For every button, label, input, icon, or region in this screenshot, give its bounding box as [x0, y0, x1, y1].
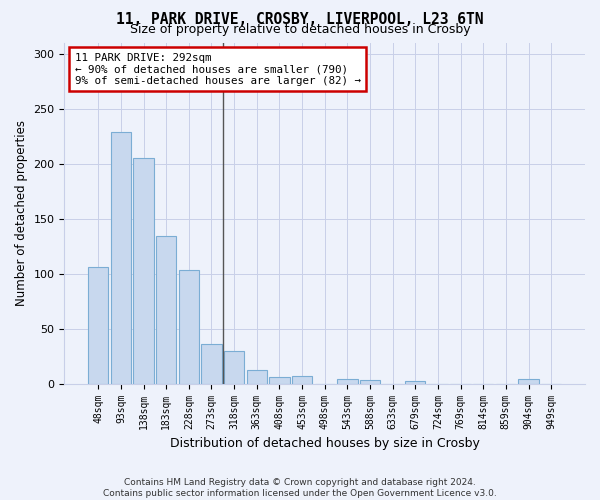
Bar [405, 382, 425, 384]
Bar [179, 270, 199, 384]
Text: Size of property relative to detached houses in Crosby: Size of property relative to detached ho… [130, 22, 470, 36]
Bar [201, 344, 221, 384]
Bar [269, 377, 290, 384]
Bar [133, 158, 154, 384]
Text: Contains HM Land Registry data © Crown copyright and database right 2024.
Contai: Contains HM Land Registry data © Crown c… [103, 478, 497, 498]
Bar [88, 267, 109, 384]
Bar [360, 380, 380, 384]
Bar [337, 380, 358, 384]
Text: 11, PARK DRIVE, CROSBY, LIVERPOOL, L23 6TN: 11, PARK DRIVE, CROSBY, LIVERPOOL, L23 6… [116, 12, 484, 28]
Bar [247, 370, 267, 384]
Text: 11 PARK DRIVE: 292sqm
← 90% of detached houses are smaller (790)
9% of semi-deta: 11 PARK DRIVE: 292sqm ← 90% of detached … [75, 52, 361, 86]
Bar [224, 350, 244, 384]
Bar [518, 380, 539, 384]
Y-axis label: Number of detached properties: Number of detached properties [15, 120, 28, 306]
Bar [292, 376, 312, 384]
Bar [156, 236, 176, 384]
Bar [111, 132, 131, 384]
X-axis label: Distribution of detached houses by size in Crosby: Distribution of detached houses by size … [170, 437, 479, 450]
